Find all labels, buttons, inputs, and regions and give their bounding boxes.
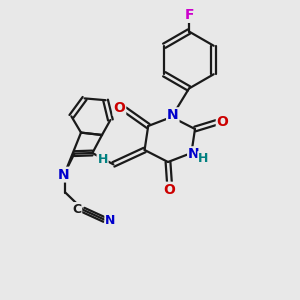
Text: N: N [188, 147, 200, 161]
Text: O: O [113, 101, 125, 115]
Text: H: H [98, 153, 108, 166]
Text: O: O [164, 183, 175, 196]
Text: N: N [58, 168, 70, 182]
Text: H: H [198, 152, 208, 165]
Text: F: F [184, 8, 194, 22]
Text: N: N [167, 108, 178, 122]
Text: O: O [217, 116, 229, 129]
Text: C: C [72, 203, 81, 216]
Text: N: N [105, 214, 116, 227]
